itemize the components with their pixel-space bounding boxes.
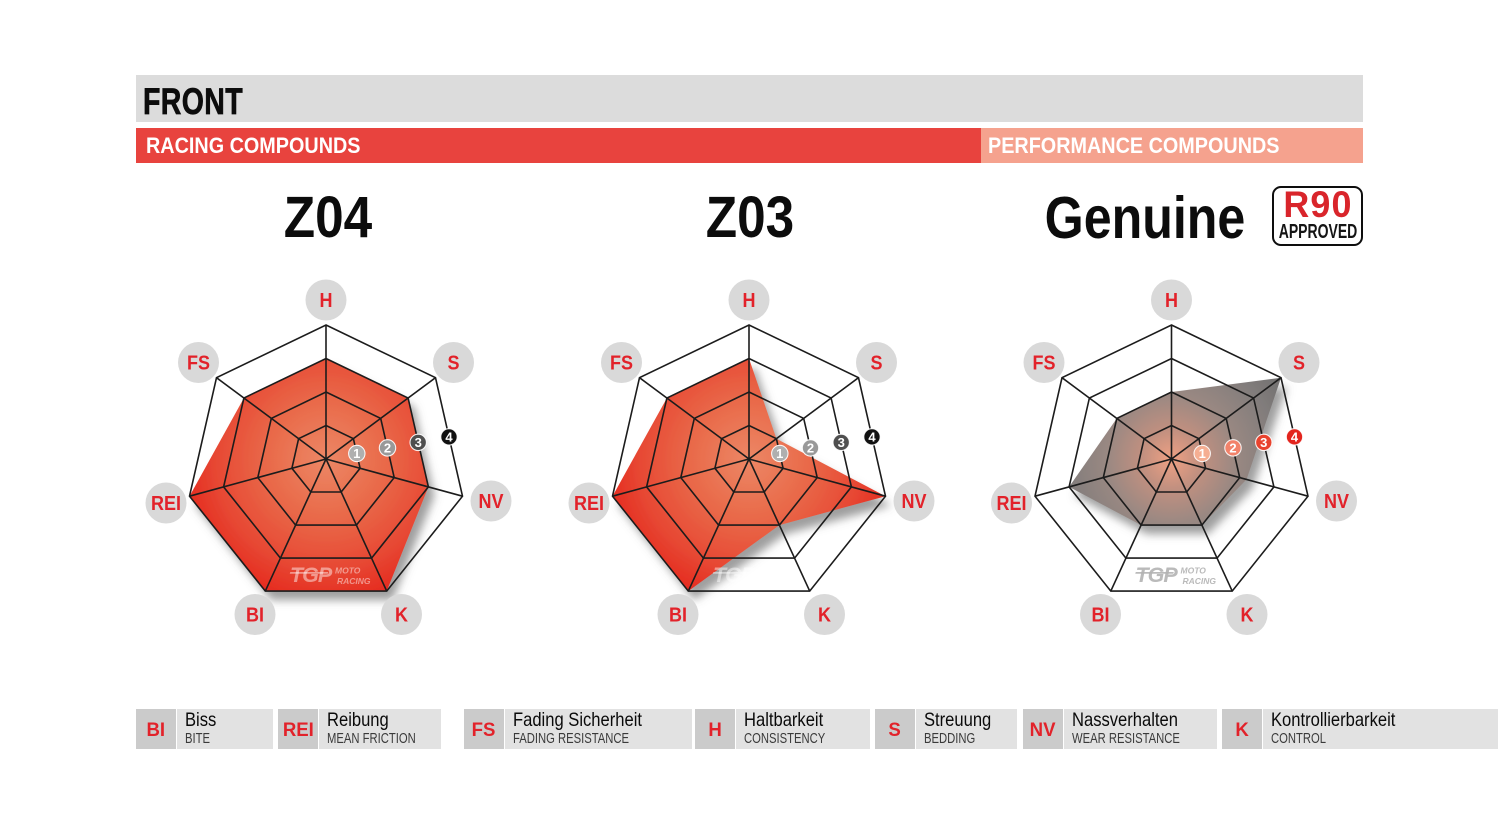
svg-text:K: K (395, 605, 408, 627)
svg-text:RACING: RACING (760, 576, 794, 586)
svg-text:BI: BI (669, 605, 687, 627)
svg-text:1: 1 (776, 446, 783, 461)
svg-text:NV: NV (479, 491, 504, 513)
svg-text:BI: BI (1091, 605, 1109, 627)
svg-text:2: 2 (1229, 441, 1236, 456)
svg-text:4: 4 (868, 430, 876, 445)
svg-text:NV: NV (902, 491, 927, 513)
svg-text:NV: NV (1324, 491, 1349, 513)
svg-text:S: S (1293, 353, 1305, 375)
svg-text:K: K (818, 605, 831, 627)
svg-text:MOTO: MOTO (758, 566, 784, 576)
svg-text:4: 4 (445, 430, 453, 445)
svg-text:K: K (1241, 605, 1254, 627)
svg-text:2: 2 (384, 441, 391, 456)
svg-text:H: H (320, 290, 333, 312)
svg-text:3: 3 (1260, 435, 1267, 450)
svg-text:S: S (447, 353, 459, 375)
svg-text:H: H (1165, 290, 1178, 312)
svg-text:REI: REI (151, 493, 181, 515)
svg-text:3: 3 (415, 435, 422, 450)
svg-text:BI: BI (246, 605, 264, 627)
svg-text:MOTO: MOTO (1181, 566, 1207, 576)
svg-text:4: 4 (1291, 430, 1299, 445)
svg-text:MOTO: MOTO (335, 566, 361, 576)
svg-text:H: H (743, 290, 756, 312)
svg-text:1: 1 (1199, 446, 1206, 461)
svg-text:S: S (870, 353, 882, 375)
svg-text:RACING: RACING (1183, 576, 1217, 586)
svg-text:RACING: RACING (337, 576, 371, 586)
svg-text:REI: REI (574, 493, 604, 515)
svg-text:3: 3 (838, 435, 845, 450)
svg-text:TGP: TGP (1136, 563, 1179, 587)
svg-text:FS: FS (187, 353, 210, 375)
svg-text:TGP: TGP (713, 563, 756, 587)
svg-text:2: 2 (807, 441, 814, 456)
svg-text:FS: FS (610, 353, 633, 375)
svg-text:REI: REI (997, 493, 1027, 515)
svg-text:FS: FS (1032, 353, 1055, 375)
svg-text:TGP: TGP (290, 563, 333, 587)
svg-text:1: 1 (353, 446, 360, 461)
